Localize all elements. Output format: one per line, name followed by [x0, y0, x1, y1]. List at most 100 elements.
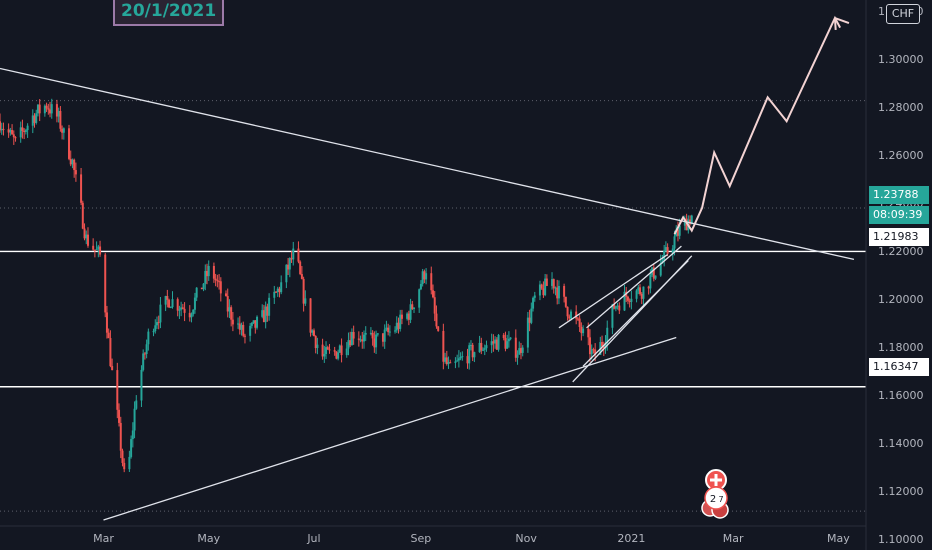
candle-body — [14, 137, 17, 139]
candle-body — [80, 174, 83, 203]
time-tick-label: May — [197, 532, 220, 545]
candle-body — [55, 104, 58, 117]
date-annotation-badge[interactable]: 20/1/2021 — [113, 0, 225, 26]
candle-body — [521, 347, 524, 353]
candle-body — [611, 304, 614, 328]
candle-body — [654, 275, 657, 279]
candle-body — [538, 284, 541, 296]
candle-body — [544, 278, 547, 296]
candle-body — [530, 308, 533, 323]
candle-body — [238, 323, 241, 330]
candle-body — [304, 298, 307, 304]
candle-body — [406, 313, 409, 319]
candle-body — [7, 129, 10, 133]
candle-body — [340, 345, 343, 356]
candle-body — [419, 283, 422, 290]
candle-body — [181, 307, 184, 309]
candle-body — [325, 347, 328, 355]
candle-body — [242, 324, 245, 336]
candle-body — [311, 330, 314, 333]
candle-body — [468, 345, 471, 364]
candle-body — [183, 308, 186, 313]
candle-body — [507, 338, 510, 342]
candle-body — [659, 262, 662, 276]
candle-body — [582, 328, 585, 334]
candle-body — [568, 316, 571, 319]
candle-body — [480, 342, 483, 351]
candle-body — [362, 334, 365, 342]
candle-body — [31, 115, 34, 126]
candle-body — [337, 352, 340, 359]
support-price-label: 1.16347 — [869, 358, 929, 376]
candle-body — [212, 265, 215, 279]
price-tick-label: 1.30000 — [878, 53, 924, 66]
candle-body — [442, 330, 445, 362]
candle-body — [333, 350, 336, 352]
candle-body — [630, 298, 633, 302]
trendline — [558, 254, 668, 329]
candle-body — [497, 334, 500, 350]
candle-body — [119, 422, 122, 451]
candle-body — [540, 284, 543, 289]
candle-body — [23, 130, 26, 132]
candle-body — [556, 287, 559, 299]
candle-body — [26, 125, 29, 131]
forecast-path[interactable] — [673, 15, 850, 235]
time-tick-label: May — [827, 532, 850, 545]
event-count-subtext: 7 — [718, 495, 723, 504]
candle-body — [83, 228, 86, 239]
candle-body — [400, 314, 403, 319]
candle-body — [287, 264, 290, 270]
candle-body — [639, 287, 642, 294]
candle-body — [551, 279, 554, 286]
candle-body — [516, 354, 519, 358]
candle-body — [207, 265, 210, 277]
candle-body — [435, 313, 438, 327]
candle-body — [261, 310, 264, 317]
candle-body — [418, 289, 421, 308]
candle-body — [576, 318, 579, 320]
candle-body — [407, 313, 410, 320]
candle-body — [249, 325, 252, 336]
candle-body — [104, 254, 107, 313]
candle-body — [216, 280, 219, 282]
candlestick-series — [0, 98, 693, 473]
candle-body — [143, 353, 146, 355]
candle-body — [444, 357, 447, 362]
trendline — [582, 260, 689, 367]
candle-body — [385, 327, 388, 330]
candle-body — [92, 245, 95, 250]
price-tick-label: 1.10000 — [878, 533, 924, 546]
candle-body — [483, 348, 486, 350]
candle-body — [86, 234, 89, 246]
candle-body — [430, 273, 433, 291]
candle-body — [373, 338, 376, 348]
currency-label[interactable]: CHF — [886, 4, 920, 24]
candle-body — [588, 337, 591, 355]
candle-body — [347, 340, 350, 349]
candle-body — [545, 278, 548, 286]
candle-body — [664, 247, 667, 251]
candle-body — [606, 327, 609, 344]
candle-body — [11, 129, 14, 135]
trendline-drawings[interactable] — [0, 67, 855, 521]
candle-body — [449, 362, 452, 364]
trendline — [586, 245, 682, 329]
candle-body — [395, 322, 398, 331]
candle-body — [528, 317, 531, 323]
candle-body — [519, 348, 522, 353]
candle-body — [188, 312, 191, 318]
candle-body — [514, 337, 517, 358]
trendline — [103, 336, 677, 521]
candle-body — [413, 307, 416, 309]
candle-body — [275, 291, 278, 293]
candle-body — [411, 304, 414, 309]
candle-body — [59, 110, 62, 129]
candle-body — [202, 283, 205, 290]
time-tick-label: Mar — [93, 532, 114, 545]
candle-body — [613, 304, 616, 309]
candle-body — [602, 346, 605, 349]
candle-body — [673, 236, 676, 249]
